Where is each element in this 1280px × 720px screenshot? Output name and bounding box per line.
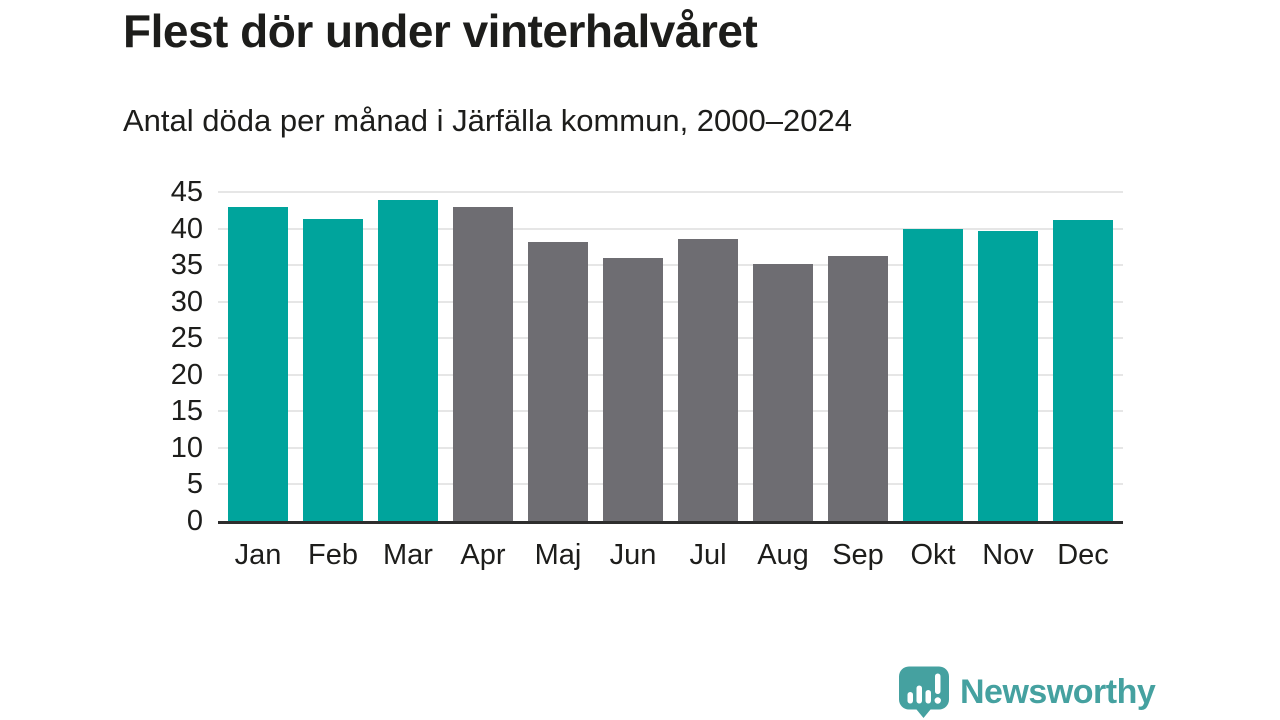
x-tick-label-feb: Feb [308, 539, 358, 571]
x-tick-label-nov: Nov [982, 539, 1034, 571]
newsworthy-logo-icon [899, 666, 949, 718]
x-tick-label-dec: Dec [1057, 539, 1109, 571]
x-tick-label-okt: Okt [910, 539, 956, 571]
gridline-y-15 [218, 410, 1123, 413]
x-tick-label-aug: Aug [757, 539, 809, 571]
bar-maj [528, 241, 588, 521]
bar-jan [228, 206, 288, 521]
y-tick-label-40: 40 [170, 212, 203, 245]
newsworthy-logo: Newsworthy [897, 665, 1156, 719]
gridline-y-5 [218, 483, 1123, 486]
x-axis-line [218, 521, 1123, 524]
bar-apr [453, 207, 513, 521]
gridline-y-35 [218, 264, 1123, 267]
bar-mar [378, 200, 438, 521]
y-tick-label-30: 30 [170, 285, 203, 318]
y-tick-label-15: 15 [170, 395, 203, 428]
bar-jun [603, 257, 663, 521]
y-tick-label-0: 0 [186, 505, 203, 537]
bar-jul [678, 238, 738, 521]
gridline-y-10 [218, 446, 1123, 449]
bar-feb [303, 219, 363, 521]
gridline-y-25 [218, 337, 1123, 340]
gridline-y-30 [218, 300, 1123, 303]
bar-nov [978, 231, 1038, 521]
y-tick-label-45: 45 [170, 176, 203, 208]
newsworthy-logo-text: Newsworthy [960, 672, 1156, 711]
y-tick-label-20: 20 [170, 358, 203, 391]
x-tick-label-maj: Maj [534, 539, 582, 571]
bar-aug [753, 263, 813, 521]
bar-okt [903, 228, 963, 521]
x-tick-label-jul: Jul [689, 539, 727, 571]
bar-dec [1053, 219, 1113, 521]
chart-title: Flest dör under vinterhalvåret [123, 5, 758, 57]
bar-chart-plot-area: Jan Feb Mar Apr Maj Jun Jul Aug Sep Okt Nov Dec [218, 191, 1123, 570]
y-tick-label-5: 5 [186, 468, 203, 501]
x-tick-label-mar: Mar [383, 539, 433, 571]
gridline-y-20 [218, 373, 1123, 376]
y-tick-label-10: 10 [170, 431, 203, 464]
y-tick-label-25: 25 [170, 322, 203, 355]
x-tick-label-jan: Jan [234, 539, 282, 571]
gridline-y-45 [218, 191, 1123, 193]
y-tick-label-35: 35 [170, 249, 203, 282]
gridline-y-40 [218, 227, 1123, 230]
chart-subtitle: Antal döda per månad i Järfälla kommun, … [123, 103, 852, 138]
x-tick-label-apr: Apr [460, 539, 506, 571]
bar-sep [828, 256, 888, 521]
x-tick-label-sep: Sep [832, 539, 884, 571]
x-tick-label-jun: Jun [609, 539, 657, 571]
